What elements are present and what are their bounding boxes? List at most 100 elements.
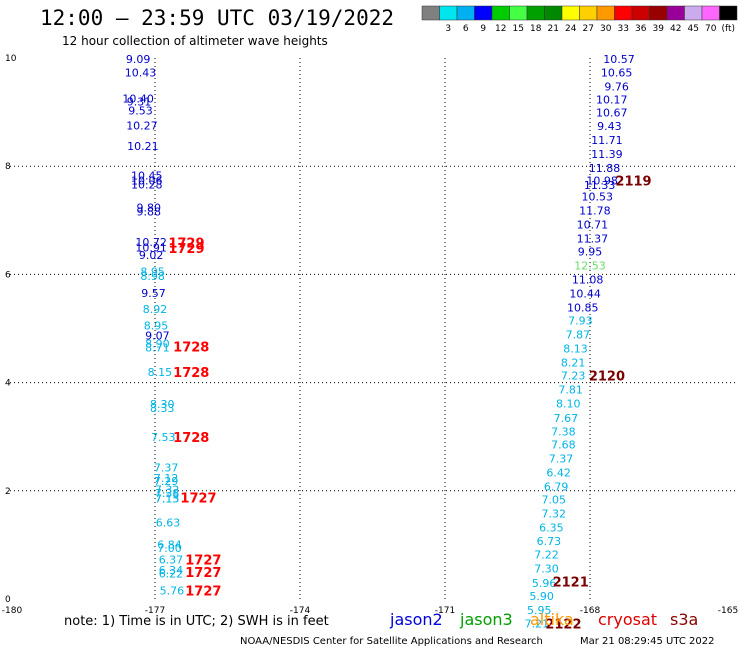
scale-swatch	[684, 5, 703, 21]
wave-height-label: 11.37	[577, 233, 609, 246]
scale-unit-label: (ft)	[722, 24, 736, 34]
wave-height-label: 8.15	[148, 366, 173, 379]
scale-label: 6	[463, 24, 469, 34]
pass-time-label: 1727	[185, 566, 221, 581]
y-tick-label: 4	[5, 379, 11, 389]
wave-height-label: 6.42	[546, 466, 571, 479]
scale-label: 30	[600, 24, 612, 34]
pass-time-labels: 1729172917281728172817271727172717272119…	[168, 174, 651, 632]
wave-height-label: 5.90	[529, 590, 554, 603]
pass-time-label: 1728	[173, 340, 209, 355]
wave-height-label: 9.43	[597, 120, 622, 133]
satellite-jason2: jason2	[389, 610, 443, 629]
wave-height-label: 9.09	[126, 53, 151, 66]
wave-height-label: 8.13	[563, 343, 588, 356]
wave-height-label: 9.88	[136, 206, 161, 219]
wave-height-label: 5.95	[527, 604, 552, 617]
wave-height-label: 7.22	[534, 549, 559, 562]
wave-height-label: 7.37	[154, 462, 179, 475]
wave-height-label: 9.57	[141, 287, 166, 300]
wave-height-label: 10.71	[577, 219, 609, 232]
units-note: note: 1) Time is in UTC; 2) SWH is in fe…	[64, 614, 329, 629]
wave-height-label: 6.22	[159, 568, 184, 581]
wave-height-label: 8.33	[150, 402, 175, 415]
wave-height-label: 10.45	[131, 169, 163, 182]
x-tick-label: -174	[290, 606, 311, 616]
wave-height-label: 11.33	[584, 179, 616, 192]
wave-height-label: 7.13	[155, 492, 180, 505]
wave-height-label: 9.02	[139, 249, 164, 262]
pass-time-label: 2122	[545, 617, 581, 632]
wave-height-label: 8.21	[561, 357, 586, 370]
y-tick-label: 8	[5, 162, 11, 172]
wave-height-label: 10.21	[127, 140, 159, 153]
wave-height-label: 10.44	[569, 287, 601, 300]
wave-height-label: 10.98	[586, 174, 618, 187]
chart-subtitle: 12 hour collection of altimeter wave hei…	[62, 34, 328, 48]
wave-height-label: 11.88	[589, 162, 621, 175]
scale-swatch	[614, 5, 633, 21]
scale-swatch	[491, 5, 510, 21]
wave-height-label: 7.93	[568, 314, 593, 327]
wave-height-label: 6.73	[537, 535, 562, 548]
wave-height-label: 6.35	[539, 522, 564, 535]
wave-height-label: 7.38	[155, 487, 180, 500]
scale-swatch	[509, 5, 528, 21]
scale-swatch	[719, 5, 738, 21]
x-tick-label: -180	[2, 606, 23, 616]
scale-swatch	[579, 5, 598, 21]
wave-height-label: 11.71	[591, 134, 623, 147]
pass-time-label: 1727	[180, 491, 216, 506]
y-tick-label: 10	[5, 54, 17, 64]
wave-height-label: 8.98	[140, 270, 165, 283]
pass-time-label: 1728	[173, 431, 209, 446]
scale-label: 18	[530, 24, 542, 34]
wave-height-label: 8.10	[556, 398, 581, 411]
wave-height-label: 10.28	[131, 179, 163, 192]
wave-height-label: 7.05	[542, 493, 567, 506]
wave-height-label: 7.53	[151, 431, 176, 444]
wave-height-label: 8.90	[145, 338, 170, 351]
scale-label: 36	[635, 24, 647, 34]
pass-time-label: 1729	[168, 242, 204, 257]
wave-height-label: 8.95	[144, 319, 169, 332]
wave-height-label: 10.27	[126, 120, 158, 133]
chart-title: 12:00 – 23:59 UTC 03/19/2022	[40, 6, 394, 30]
wave-height-label: 12.53	[574, 260, 606, 273]
x-tick-label: -168	[580, 606, 601, 616]
pass-time-label: 2121	[553, 576, 589, 591]
wave-height-label: 7.37	[549, 452, 574, 465]
wave-height-label: 7.23	[561, 370, 586, 383]
x-tick-label: -165	[718, 606, 738, 616]
credit-text: NOAA/NESDIS Center for Satellite Applica…	[240, 636, 543, 647]
wave-height-label: 7.32	[155, 484, 180, 497]
scale-label: 27	[583, 24, 594, 34]
timestamp-text: Mar 21 08:29:45 UTC 2022	[580, 636, 715, 647]
y-tick-label: 6	[5, 270, 11, 280]
scale-swatch	[596, 5, 615, 21]
wave-height-label: 11.78	[579, 205, 611, 218]
pass-time-label: 1727	[185, 584, 221, 599]
wave-height-label: 10.17	[596, 94, 628, 107]
wave-height-label: 10.53	[582, 190, 614, 203]
x-tick-label: -177	[145, 606, 165, 616]
wave-height-label: 8.95	[140, 266, 165, 279]
scale-label: 24	[565, 24, 577, 34]
wave-height-label: 10.57	[603, 53, 635, 66]
wave-height-label: 11.39	[591, 148, 623, 161]
wave-height-label: 7.15	[155, 492, 180, 505]
wave-height-label: 10.40	[122, 93, 154, 106]
scale-label: 70	[705, 24, 717, 34]
pass-time-label: 1728	[173, 366, 209, 381]
wave-height-label: 10.06	[131, 174, 163, 187]
wave-height-label: 6.79	[544, 480, 569, 493]
scale-label: 9	[480, 24, 486, 34]
scale-swatch	[649, 5, 668, 21]
wave-height-label: 9.95	[578, 246, 603, 259]
wave-height-label: 6.63	[156, 517, 181, 530]
scale-swatch	[631, 5, 650, 21]
pass-time-label: 2120	[589, 370, 625, 385]
wave-height-label: 7.32	[542, 508, 567, 521]
wave-height-label: 6.34	[159, 564, 184, 577]
